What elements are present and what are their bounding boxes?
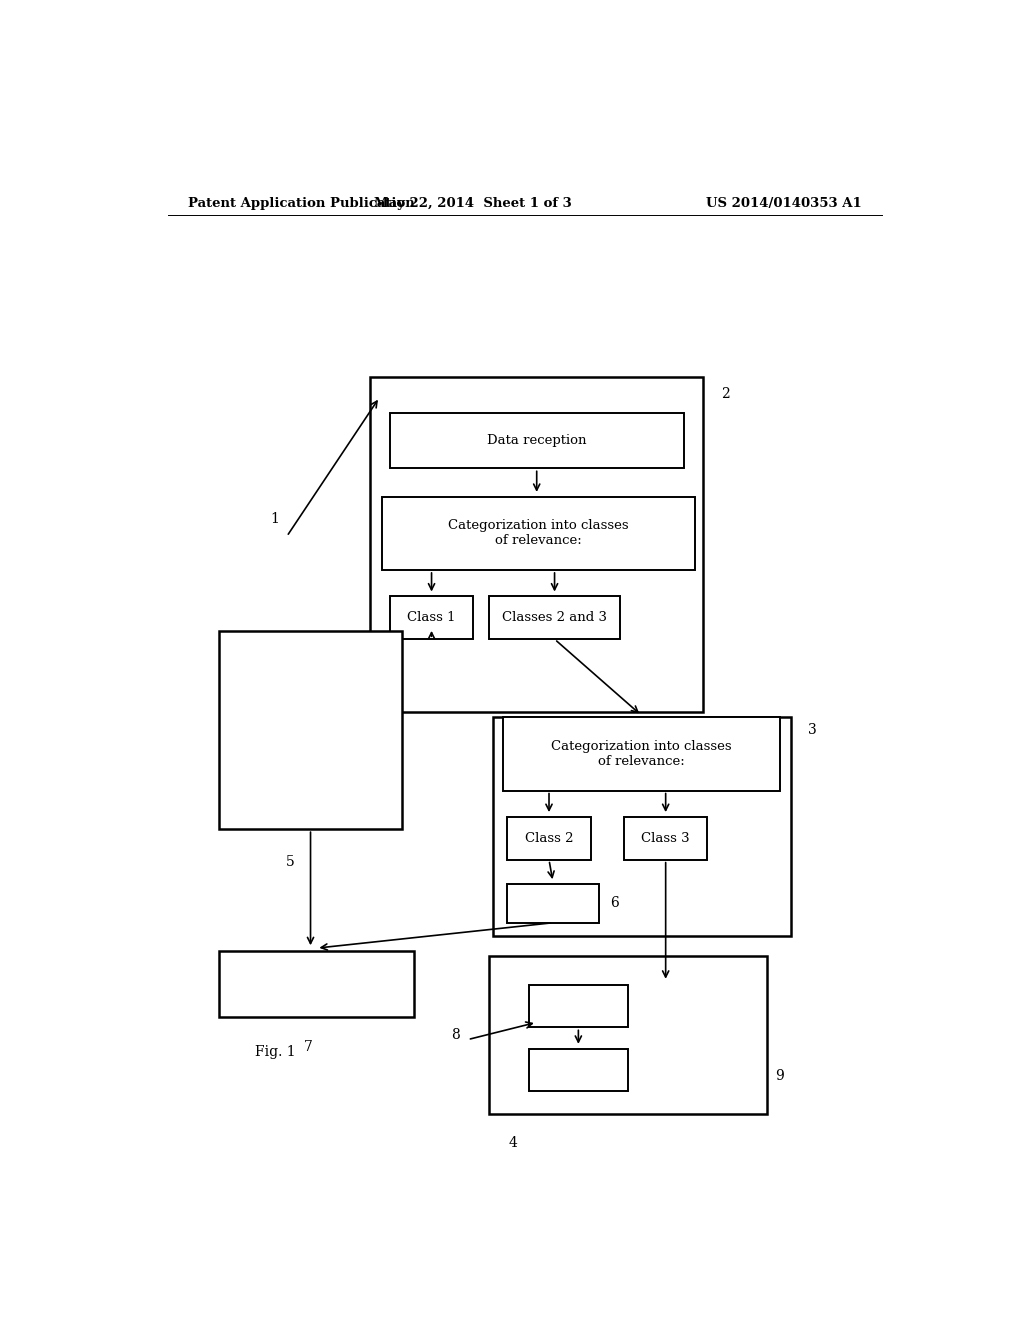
Bar xyxy=(489,956,767,1114)
Bar xyxy=(219,631,401,829)
Text: Fig. 1: Fig. 1 xyxy=(255,1044,296,1059)
Bar xyxy=(624,817,708,859)
Text: Patent Application Publication: Patent Application Publication xyxy=(187,197,415,210)
Bar xyxy=(494,718,791,936)
Text: Class 2: Class 2 xyxy=(524,832,573,845)
Bar xyxy=(390,597,473,639)
Text: 5: 5 xyxy=(287,854,295,869)
Text: 2: 2 xyxy=(721,387,729,401)
Text: Class 1: Class 1 xyxy=(408,611,456,624)
Text: 1: 1 xyxy=(270,512,279,527)
Bar xyxy=(219,952,414,1018)
Text: Categorization into classes
of relevance:: Categorization into classes of relevance… xyxy=(449,520,629,548)
Text: Class 3: Class 3 xyxy=(641,832,690,845)
Bar xyxy=(382,496,695,570)
Bar xyxy=(528,985,628,1027)
Bar xyxy=(370,378,703,713)
Text: Categorization into classes
of relevance:: Categorization into classes of relevance… xyxy=(551,741,732,768)
Text: 6: 6 xyxy=(610,896,620,911)
Text: 8: 8 xyxy=(451,1027,460,1041)
Text: US 2014/0140353 A1: US 2014/0140353 A1 xyxy=(707,197,862,210)
Bar xyxy=(507,884,599,923)
Text: 4: 4 xyxy=(509,1137,518,1150)
Bar xyxy=(504,718,779,791)
Bar xyxy=(390,412,684,469)
Text: Classes 2 and 3: Classes 2 and 3 xyxy=(502,611,607,624)
Text: 3: 3 xyxy=(808,722,817,737)
Bar xyxy=(489,597,621,639)
Bar xyxy=(528,1049,628,1092)
Text: 9: 9 xyxy=(775,1069,783,1084)
Text: 7: 7 xyxy=(304,1040,313,1053)
Bar xyxy=(507,817,591,859)
Text: May 22, 2014  Sheet 1 of 3: May 22, 2014 Sheet 1 of 3 xyxy=(375,197,572,210)
Text: Data reception: Data reception xyxy=(487,434,587,447)
